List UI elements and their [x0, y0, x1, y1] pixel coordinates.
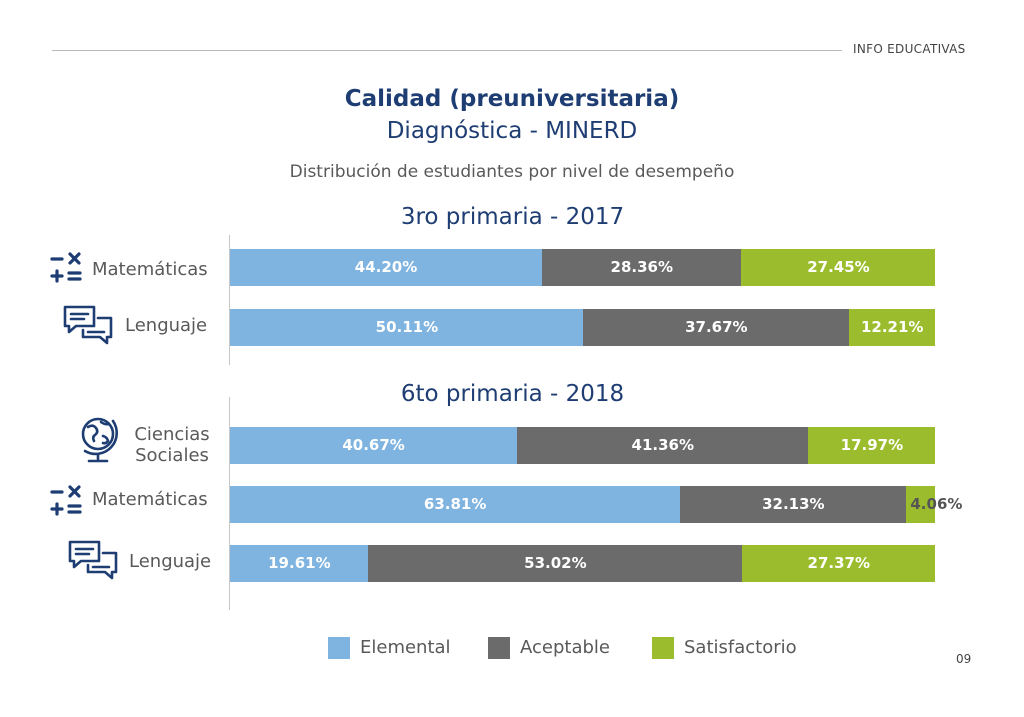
math-operators-icon	[50, 485, 82, 516]
data-label-aceptable: 53.02%	[524, 554, 587, 572]
axis-line-group-1	[229, 235, 230, 365]
chat-bubbles-icon	[63, 305, 113, 345]
data-label-satisfactorio: 17.97%	[840, 436, 904, 454]
legend-label: Aceptable	[520, 637, 610, 658]
bar-segment-elemental	[230, 427, 517, 464]
group-title-6to-2018: 6to primaria - 2018	[400, 381, 625, 407]
bar-segment-aceptable	[541, 249, 742, 286]
legend: Elemental Aceptable Satisfactorio	[328, 637, 828, 659]
bar-segment-elemental	[230, 486, 680, 523]
data-label-elemental: 63.81%	[423, 495, 487, 513]
data-label-aceptable: 28.36%	[610, 258, 674, 276]
bar-segment-aceptable	[368, 545, 743, 582]
stacked-bar: 40.67% 41.36% 17.97%	[230, 427, 935, 464]
math-operators-icon	[50, 252, 82, 283]
subject-label: Ciencias Sociales	[128, 424, 216, 466]
subject-label: Lenguaje	[125, 315, 208, 336]
legend-label: Satisfactorio	[684, 637, 797, 658]
legend-swatch	[328, 637, 350, 659]
data-label-satisfactorio: 12.21%	[860, 318, 924, 336]
subject-label: Matemáticas	[92, 489, 208, 510]
subject-label: Matemáticas	[92, 259, 208, 280]
stacked-bar: 19.61% 53.02% 27.37%	[230, 545, 935, 582]
bar-segment-elemental	[230, 545, 369, 582]
data-label-satisfactorio: 27.37%	[807, 554, 870, 572]
stacked-bar: 50.11% 37.67% 12.21%	[230, 309, 935, 346]
bar-segment-satisfactorio	[808, 427, 935, 464]
legend-label: Elemental	[360, 637, 451, 658]
data-label-aceptable: 32.13%	[762, 495, 825, 513]
bar-segment-aceptable	[583, 309, 849, 346]
legend-swatch	[652, 637, 674, 659]
axis-line-group-2	[229, 397, 230, 610]
stacked-bar: 44.20% 28.36% 27.45%	[230, 249, 935, 286]
bar-segment-elemental	[230, 309, 584, 346]
chart-description: Distribución de estudiantes por nivel de…	[289, 162, 735, 182]
data-label-aceptable: 37.67%	[685, 318, 748, 336]
bar-segment-satisfactorio	[742, 545, 935, 582]
chart-subtitle: Diagnóstica - MINERD	[386, 118, 638, 144]
subject-label: Lenguaje	[129, 551, 212, 572]
subject-label-line-2: Sociales	[135, 445, 209, 466]
data-label-elemental: 44.20%	[354, 258, 418, 276]
bar-segment-satisfactorio	[906, 486, 935, 523]
data-label-elemental: 19.61%	[268, 554, 331, 572]
bar-segment-satisfactorio	[741, 249, 935, 286]
chart-title: Calidad (preuniversitaria)	[344, 86, 680, 112]
globe-icon	[81, 417, 118, 463]
header-divider	[52, 50, 842, 51]
chat-bubbles-icon	[68, 540, 118, 580]
stacked-bar: 63.81% 32.13% 4.06%	[230, 486, 962, 523]
subject-label-line-1: Ciencias	[134, 424, 210, 445]
bar-segment-elemental	[230, 249, 542, 286]
bar-segment-aceptable	[679, 486, 907, 523]
brand-label: INFO EDUCATIVAS	[853, 42, 966, 56]
data-label-satisfactorio: 4.06%	[910, 495, 963, 513]
group-title-3ro-2017: 3ro primaria - 2017	[400, 204, 625, 230]
data-label-satisfactorio: 27.45%	[807, 258, 870, 276]
page-number: 09	[956, 652, 972, 666]
data-label-elemental: 40.67%	[342, 436, 405, 454]
bar-segment-satisfactorio	[848, 309, 935, 346]
bar-segment-aceptable	[516, 427, 809, 464]
legend-swatch	[488, 637, 510, 659]
data-label-elemental: 50.11%	[375, 318, 439, 336]
data-label-aceptable: 41.36%	[631, 436, 694, 454]
